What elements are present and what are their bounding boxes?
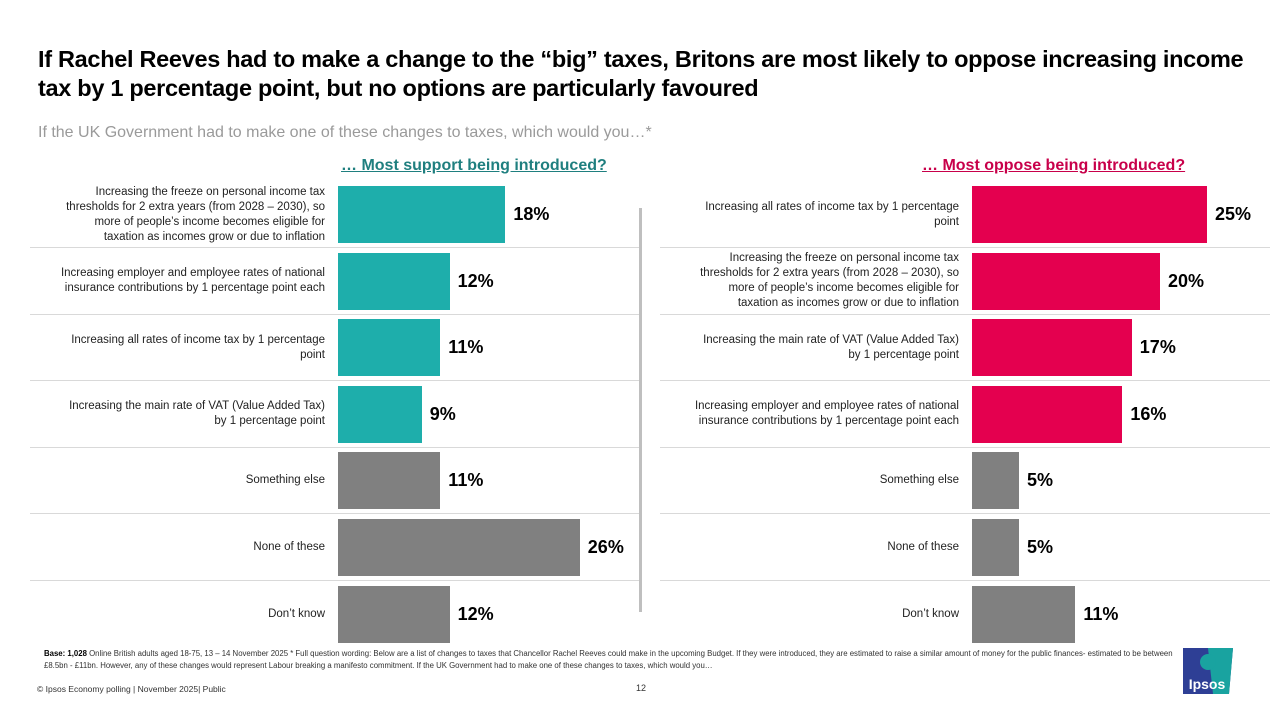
data-label: 26% xyxy=(587,537,624,557)
bar xyxy=(972,585,1076,643)
category-label: Something else xyxy=(245,474,325,487)
category-label: Increasing all rates of income tax by 1 … xyxy=(71,333,325,361)
base-label: Base: 1,028 xyxy=(44,649,87,658)
chart-row: Increasing the main rate of VAT (Value A… xyxy=(660,314,1270,382)
data-label: 9% xyxy=(429,403,456,424)
row-separator xyxy=(30,380,642,382)
category-label: Increasing employer and employee rates o… xyxy=(60,267,325,295)
chart-row: None of these 26% xyxy=(30,514,642,581)
oppose-chart-header: … Most oppose being introduced? xyxy=(922,157,1186,174)
category-label: Don’t know xyxy=(268,607,325,620)
oppose-chart: Increasing all rates of income tax by 1 … xyxy=(660,181,1270,648)
row-separator xyxy=(660,380,1270,382)
category-label: None of these xyxy=(253,541,325,553)
bar xyxy=(338,385,422,443)
data-label: 17% xyxy=(1139,337,1176,358)
category-label: Increasing employer and employee rates o… xyxy=(694,400,959,428)
footnote-text: Online British adults aged 18-75, 13 – 1… xyxy=(44,649,1173,670)
support-chart: Increasing the freeze on personal income… xyxy=(30,181,642,648)
row-separator xyxy=(660,513,1270,515)
chart-row: Increasing the freeze on personal income… xyxy=(30,181,642,248)
data-label: 5% xyxy=(1027,537,1054,557)
support-chart-header: … Most support being introduced? xyxy=(341,157,607,174)
bar xyxy=(338,519,580,576)
chart-row: Increasing all rates of income tax by 1 … xyxy=(30,314,642,382)
logo-text: Ipsos xyxy=(1189,676,1226,692)
data-label: 11% xyxy=(448,470,484,491)
bar xyxy=(972,319,1132,377)
chart-row: Something else 11% xyxy=(30,447,642,515)
bar xyxy=(338,252,450,310)
bar xyxy=(972,519,1019,576)
chart-row: Something else 5% xyxy=(660,447,1270,515)
page-number: 12 xyxy=(636,683,647,693)
bar xyxy=(972,252,1160,310)
data-label: 12% xyxy=(457,603,494,624)
footnote: Base: 1,028 Online British adults aged 1… xyxy=(44,648,1174,672)
question-subtitle: If the UK Government had to make one of … xyxy=(38,124,652,141)
copyright: © Ipsos Economy polling | November 2025|… xyxy=(37,684,226,694)
data-label: 25% xyxy=(1215,204,1252,224)
category-label: Increasing the main rate of VAT (Value A… xyxy=(703,333,959,361)
row-separator xyxy=(660,580,1270,581)
bar xyxy=(338,585,450,643)
category-label: Something else xyxy=(879,474,959,487)
ipsos-logo: Ipsos xyxy=(1183,648,1233,694)
row-separator xyxy=(30,446,642,448)
category-label: Increasing the freeze on personal income… xyxy=(700,252,959,310)
chart-row: Increasing the freeze on personal income… xyxy=(660,248,1270,315)
data-label: 5% xyxy=(1027,470,1054,491)
row-separator xyxy=(30,513,642,515)
category-label: Increasing all rates of income tax by 1 … xyxy=(705,200,959,228)
data-label: 11% xyxy=(448,337,484,358)
panel-divider xyxy=(639,208,642,612)
category-label: Increasing the freeze on personal income… xyxy=(66,185,325,243)
row-separator xyxy=(30,580,642,581)
data-label: 11% xyxy=(1083,603,1119,624)
bar xyxy=(338,186,506,243)
chart-row: None of these 5% xyxy=(660,514,1270,581)
data-label: 16% xyxy=(1130,403,1167,424)
row-separator xyxy=(30,247,642,248)
data-label: 18% xyxy=(513,204,550,224)
row-separator xyxy=(660,446,1270,448)
bar xyxy=(972,452,1019,510)
category-label: Don’t know xyxy=(902,607,959,620)
bar xyxy=(972,186,1207,243)
chart-row: Increasing employer and employee rates o… xyxy=(660,381,1270,448)
category-label: None of these xyxy=(887,541,959,553)
chart-row: Increasing the main rate of VAT (Value A… xyxy=(30,381,642,448)
chart-row: Don’t know 12% xyxy=(30,581,642,648)
data-label: 12% xyxy=(457,270,494,291)
category-label: Increasing the main rate of VAT (Value A… xyxy=(69,400,325,428)
slide-title: If Rachel Reeves had to make a change to… xyxy=(38,46,1244,101)
row-separator xyxy=(660,247,1270,248)
chart-row: Increasing employer and employee rates o… xyxy=(30,248,642,315)
bar xyxy=(972,385,1123,443)
data-label: 20% xyxy=(1168,270,1205,291)
row-separator xyxy=(660,313,1270,315)
chart-row: Don’t know 11% xyxy=(660,581,1270,648)
bar xyxy=(338,452,441,510)
row-separator xyxy=(30,313,642,315)
bar xyxy=(338,319,441,377)
chart-row: Increasing all rates of income tax by 1 … xyxy=(660,181,1270,248)
